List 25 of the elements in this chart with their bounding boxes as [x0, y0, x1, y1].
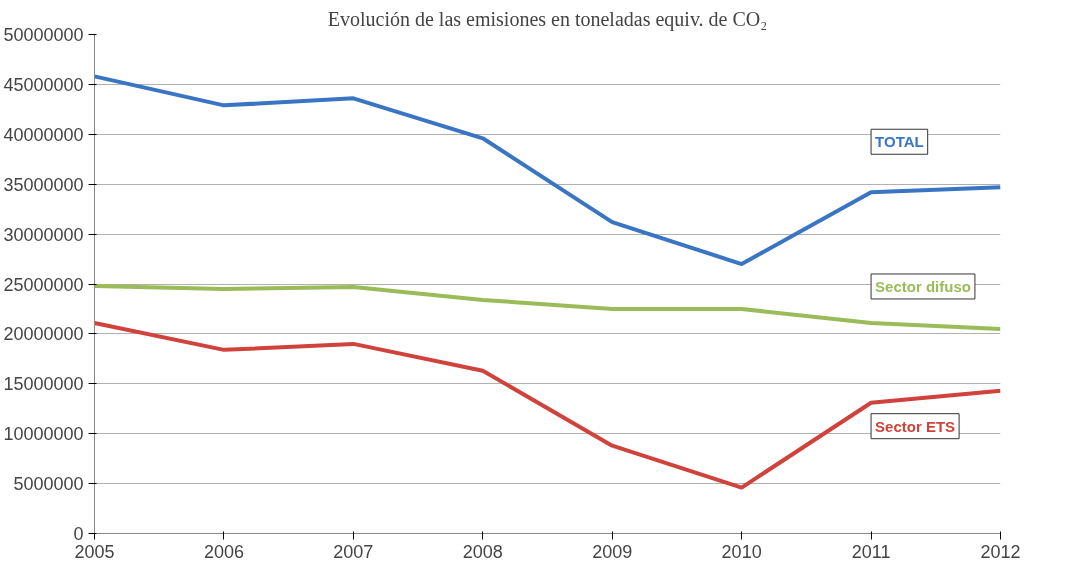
y-tick-label: 50000000 [3, 25, 84, 45]
y-tick-label: 35000000 [3, 174, 84, 195]
y-tick-label: 0 [73, 524, 84, 544]
series-label: Sector ETS [875, 417, 956, 435]
y-tick-label: 15000000 [3, 374, 84, 395]
x-tick-label: 2009 [592, 541, 633, 562]
y-tick-label: 40000000 [3, 124, 84, 145]
line-series [94, 320, 1001, 490]
x-tick-label: 2012 [980, 541, 1021, 562]
x-tick-label: 2006 [203, 541, 244, 562]
y-tick-label: 10000000 [3, 424, 84, 445]
x-tick-label: 2007 [333, 541, 374, 562]
y-tick-label: 25000000 [3, 274, 84, 295]
x-tick-label: 2008 [462, 541, 503, 562]
series-label: Sector difuso [875, 277, 971, 295]
y-tick-label: 45000000 [3, 74, 84, 95]
x-tick-label: 2011 [851, 541, 891, 562]
line-series [94, 74, 1001, 267]
y-tick-label: 5000000 [13, 474, 84, 495]
y-tick-label: 20000000 [3, 324, 84, 345]
text: TOTAL [875, 133, 924, 151]
x-tick-label: 2010 [721, 541, 762, 562]
x-tick-label: 2005 [74, 541, 115, 562]
y-tick-label: 30000000 [3, 224, 84, 245]
chart-title: Evolución de las emisiones en toneladas equiv. de CO₂ [327, 7, 768, 31]
